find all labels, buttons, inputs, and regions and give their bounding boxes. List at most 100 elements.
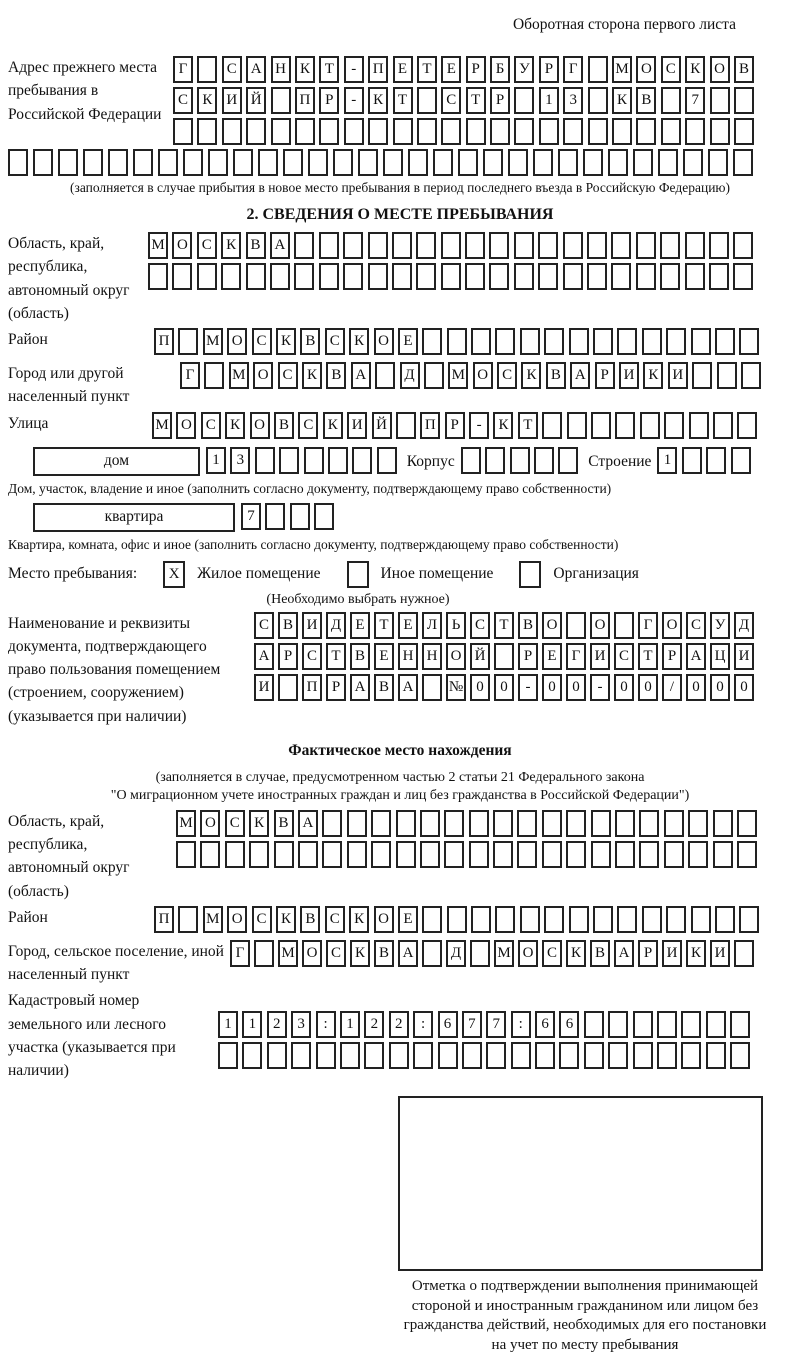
char-cell[interactable] <box>391 263 412 290</box>
char-cell[interactable]: М <box>494 939 514 967</box>
char-cell[interactable]: 3 <box>291 1011 312 1039</box>
char-cell[interactable] <box>208 149 228 176</box>
char-cell[interactable]: Р <box>594 362 615 389</box>
char-cell[interactable]: В <box>326 362 347 389</box>
char-cell[interactable] <box>730 1042 751 1070</box>
char-cell[interactable] <box>444 809 465 837</box>
char-cell[interactable]: С <box>200 411 221 439</box>
char-cell[interactable]: К <box>322 411 343 439</box>
char-cell[interactable] <box>173 118 193 145</box>
char-cell[interactable] <box>714 328 735 355</box>
char-cell[interactable] <box>635 263 656 290</box>
char-cell[interactable]: 1 <box>242 1011 263 1039</box>
char-cell[interactable] <box>611 232 632 259</box>
char-cell[interactable]: Д <box>399 362 420 389</box>
char-cell[interactable] <box>657 1042 678 1070</box>
char-cell[interactable]: С <box>298 411 319 439</box>
char-cell[interactable] <box>617 328 638 355</box>
char-cell[interactable]: Л <box>422 611 442 639</box>
char-cell[interactable]: С <box>614 642 634 670</box>
char-cell[interactable]: К <box>301 362 322 389</box>
char-cell[interactable]: Ц <box>710 642 730 670</box>
char-cell[interactable] <box>690 328 711 355</box>
char-cell[interactable]: 3 <box>563 87 584 114</box>
checkbox-organization[interactable] <box>519 560 542 588</box>
char-cell[interactable] <box>352 446 373 474</box>
char-cell[interactable] <box>541 809 562 837</box>
char-cell[interactable] <box>688 411 709 439</box>
char-cell[interactable] <box>608 149 628 176</box>
char-cell[interactable] <box>614 611 634 639</box>
char-cell[interactable]: В <box>733 56 754 83</box>
char-cell[interactable] <box>611 263 632 290</box>
char-cell[interactable]: 2 <box>364 1011 385 1039</box>
char-cell[interactable]: С <box>254 611 274 639</box>
char-cell[interactable] <box>489 263 510 290</box>
char-cell[interactable] <box>712 411 733 439</box>
char-cell[interactable] <box>283 149 303 176</box>
char-cell[interactable]: М <box>148 232 168 259</box>
char-cell[interactable] <box>513 232 534 259</box>
char-cell[interactable] <box>684 263 705 290</box>
char-cell[interactable]: 6 <box>535 1011 556 1039</box>
char-cell[interactable]: 0 <box>734 673 754 701</box>
char-cell[interactable] <box>364 1042 385 1070</box>
char-cell[interactable] <box>371 840 392 868</box>
char-cell[interactable]: 7 <box>486 1011 507 1039</box>
char-cell[interactable] <box>705 1042 726 1070</box>
char-cell[interactable] <box>562 232 583 259</box>
char-cell[interactable]: А <box>686 642 706 670</box>
char-cell[interactable] <box>368 118 389 145</box>
char-cell[interactable]: К <box>349 905 370 933</box>
char-cell[interactable] <box>422 905 443 933</box>
char-cell[interactable] <box>519 328 540 355</box>
char-cell[interactable]: С <box>441 87 462 114</box>
char-cell[interactable] <box>322 840 343 868</box>
char-cell[interactable]: Р <box>465 56 486 83</box>
char-cell[interactable] <box>587 232 608 259</box>
char-cell[interactable]: Т <box>638 642 658 670</box>
char-cell[interactable] <box>422 673 442 701</box>
char-cell[interactable]: В <box>545 362 566 389</box>
char-cell[interactable] <box>308 149 328 176</box>
char-cell[interactable]: М <box>448 362 469 389</box>
char-cell[interactable] <box>204 362 225 389</box>
char-cell[interactable]: В <box>273 809 294 837</box>
char-cell[interactable] <box>519 905 540 933</box>
char-cell[interactable]: Й <box>371 411 392 439</box>
char-cell[interactable]: К <box>612 87 633 114</box>
char-cell[interactable]: А <box>297 809 318 837</box>
char-cell[interactable] <box>535 1042 556 1070</box>
char-cell[interactable] <box>224 840 245 868</box>
char-cell[interactable]: Д <box>446 939 466 967</box>
char-cell[interactable]: А <box>350 362 371 389</box>
char-cell[interactable] <box>197 56 218 83</box>
char-cell[interactable]: В <box>374 673 394 701</box>
char-cell[interactable] <box>197 118 218 145</box>
char-cell[interactable] <box>58 149 78 176</box>
char-cell[interactable]: - <box>590 673 610 701</box>
char-cell[interactable] <box>660 263 681 290</box>
char-cell[interactable]: О <box>302 939 322 967</box>
char-cell[interactable] <box>254 939 274 967</box>
char-cell[interactable]: Р <box>444 411 465 439</box>
char-cell[interactable] <box>486 1042 507 1070</box>
char-cell[interactable]: Н <box>270 56 291 83</box>
char-cell[interactable]: К <box>225 411 246 439</box>
char-cell[interactable]: Г <box>563 56 584 83</box>
char-cell[interactable] <box>737 411 758 439</box>
char-cell[interactable] <box>446 905 467 933</box>
registration-mark-box[interactable] <box>398 1096 763 1272</box>
char-cell[interactable] <box>465 232 486 259</box>
char-cell[interactable]: И <box>254 673 274 701</box>
char-cell[interactable] <box>716 362 737 389</box>
char-cell[interactable] <box>639 840 660 868</box>
char-cell[interactable]: Г <box>638 611 658 639</box>
char-cell[interactable]: - <box>469 411 490 439</box>
char-cell[interactable] <box>587 56 608 83</box>
char-cell[interactable] <box>558 446 579 474</box>
char-cell[interactable] <box>730 446 751 474</box>
char-cell[interactable] <box>493 809 514 837</box>
char-cell[interactable]: О <box>590 611 610 639</box>
char-cell[interactable] <box>242 1042 263 1070</box>
